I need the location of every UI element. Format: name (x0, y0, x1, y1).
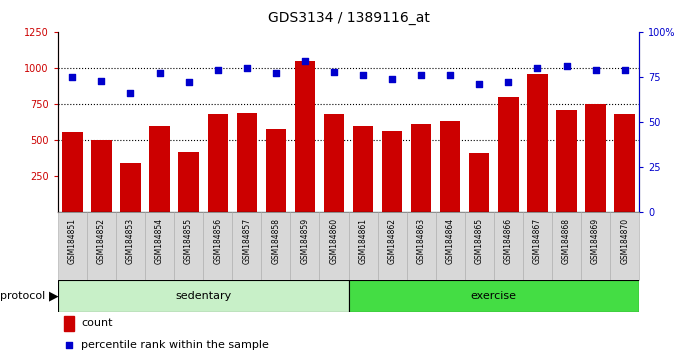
Bar (62, 132, 82, 212)
Text: ▶: ▶ (49, 289, 58, 302)
Bar (294, 61, 315, 212)
Bar (145, 212, 174, 280)
Text: GSM184867: GSM184867 (533, 218, 542, 264)
Bar (552, 212, 581, 280)
Bar (266, 129, 286, 212)
Bar (440, 121, 460, 212)
Bar (64, 316, 74, 331)
Text: GSM184866: GSM184866 (504, 218, 513, 264)
Text: GSM184870: GSM184870 (620, 218, 629, 264)
Text: GSM184861: GSM184861 (358, 218, 367, 264)
Point (212, 67, 223, 73)
Text: GDS3134 / 1389116_at: GDS3134 / 1389116_at (267, 11, 430, 25)
Text: GSM184852: GSM184852 (97, 218, 106, 264)
Bar (320, 212, 348, 280)
Text: count: count (81, 318, 113, 328)
Point (474, 81, 485, 87)
Bar (585, 104, 606, 212)
Text: sedentary: sedentary (175, 291, 231, 301)
Point (415, 72, 426, 78)
Bar (610, 212, 639, 280)
Text: GSM184865: GSM184865 (475, 218, 483, 264)
Text: GSM184858: GSM184858 (271, 218, 280, 264)
Bar (120, 163, 141, 212)
Text: GSM184868: GSM184868 (562, 218, 571, 264)
Bar (58, 280, 348, 312)
Text: exercise: exercise (471, 291, 517, 301)
Point (96, 78, 107, 84)
Bar (436, 212, 465, 280)
Text: GSM184864: GSM184864 (446, 218, 455, 264)
Bar (232, 212, 261, 280)
Bar (174, 212, 203, 280)
Text: GSM184855: GSM184855 (184, 218, 193, 264)
Bar (150, 126, 170, 212)
Bar (178, 152, 199, 212)
Bar (348, 280, 639, 312)
Point (387, 76, 398, 82)
Bar (237, 113, 257, 212)
Bar (556, 110, 577, 212)
Bar (58, 212, 87, 280)
Bar (527, 74, 547, 212)
Bar (91, 140, 112, 212)
Text: GSM184857: GSM184857 (242, 218, 251, 264)
Point (67, 74, 78, 80)
Text: GSM184859: GSM184859 (301, 218, 309, 264)
Bar (615, 114, 635, 212)
Text: percentile rank within the sample: percentile rank within the sample (81, 339, 269, 350)
Point (445, 72, 456, 78)
Bar (494, 212, 523, 280)
Bar (290, 212, 320, 280)
Bar (465, 212, 494, 280)
Point (328, 69, 339, 74)
Bar (324, 114, 344, 212)
Point (532, 65, 543, 71)
Bar (469, 153, 490, 212)
Point (154, 70, 165, 76)
Point (183, 80, 194, 85)
Point (561, 63, 572, 69)
Text: GSM184862: GSM184862 (388, 218, 396, 264)
Text: protocol: protocol (0, 291, 46, 301)
Bar (498, 97, 519, 212)
Bar (353, 126, 373, 212)
Point (358, 72, 369, 78)
Text: GSM184863: GSM184863 (417, 218, 426, 264)
Bar (407, 212, 436, 280)
Point (619, 67, 630, 73)
Text: GSM184860: GSM184860 (330, 218, 339, 264)
Text: GSM184856: GSM184856 (214, 218, 222, 264)
Bar (581, 212, 610, 280)
Point (271, 70, 282, 76)
Point (503, 80, 514, 85)
Bar (523, 212, 552, 280)
Point (299, 58, 310, 64)
Bar (203, 212, 232, 280)
Text: GSM184853: GSM184853 (126, 218, 135, 264)
Bar (261, 212, 290, 280)
Point (241, 65, 252, 71)
Text: GSM184854: GSM184854 (155, 218, 164, 264)
Bar (348, 212, 377, 280)
Bar (87, 212, 116, 280)
Bar (411, 124, 431, 212)
Point (590, 67, 601, 73)
Bar (116, 212, 145, 280)
Point (125, 90, 136, 96)
Bar (382, 131, 403, 212)
Text: GSM184869: GSM184869 (591, 218, 600, 264)
Text: GSM184851: GSM184851 (68, 218, 77, 264)
Point (449, 245, 460, 251)
Bar (377, 212, 407, 280)
Bar (207, 114, 228, 212)
